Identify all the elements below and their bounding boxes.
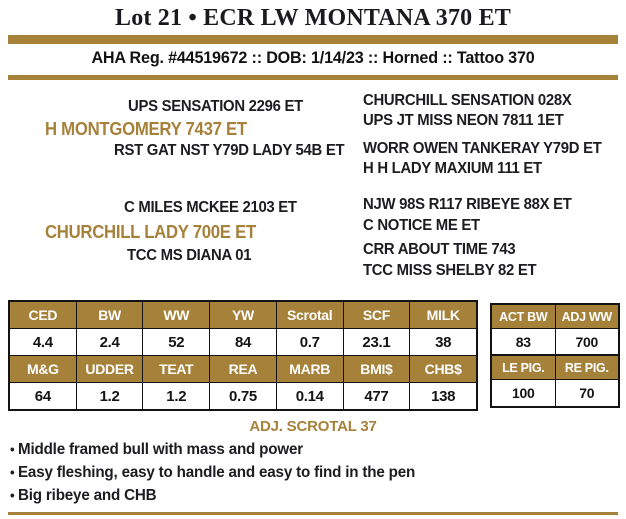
epd-value: 84 — [210, 329, 276, 355]
epd-header: WW — [143, 302, 210, 328]
gold-rule-bottom — [8, 512, 618, 515]
epd-value: 477 — [343, 383, 410, 409]
side-header: RE PIG. — [555, 356, 618, 379]
epd-header: BMI$ — [343, 356, 410, 382]
side-value: 100 — [492, 380, 555, 406]
great-grandparent-1: CHURCHILL SENSATION 028X — [363, 92, 572, 109]
great-grandparent-6: C NOTICE ME ET — [363, 217, 480, 234]
great-grandparent-3: WORR OWEN TANKERAY Y79D ET — [363, 140, 602, 157]
epd-header: MARB — [276, 356, 343, 382]
side-value: 700 — [555, 329, 618, 355]
great-grandparent-5: NJW 98S R117 RIBEYE 88X ET — [363, 196, 572, 213]
lot-title: Lot 21 • ECR LW MONTANA 370 ET — [114, 5, 511, 31]
epd-value: 52 — [143, 329, 210, 355]
epd-header: UDDER — [76, 356, 143, 382]
weights-pigment-table: ACT BW ADJ WW 83 700 LE PIG. RE PIG. 100… — [490, 303, 620, 408]
dam-of-dam: TCC MS DIANA 01 — [127, 247, 252, 264]
note-item: Middle framed bull with mass and power — [10, 438, 415, 461]
sire-of-sire: UPS SENSATION 2296 ET — [128, 98, 303, 115]
side-value: 83 — [492, 329, 555, 355]
epd-value: 0.75 — [210, 383, 276, 409]
epd-header: REA — [210, 356, 276, 382]
epd-header: SCF — [343, 302, 410, 328]
dam-of-sire: RST GAT NST Y79D LADY 54B ET — [114, 142, 345, 159]
epd-value: 0.7 — [276, 329, 343, 355]
epd-value: 138 — [410, 383, 476, 409]
epd-header: CED — [10, 302, 76, 328]
great-grandparent-8: TCC MISS SHELBY 82 ET — [363, 262, 537, 279]
epd-value: 0.14 — [276, 383, 343, 409]
epd-value: 2.4 — [76, 329, 143, 355]
epd-value: 38 — [410, 329, 476, 355]
sire-name: H MONTGOMERY 7437 ET — [45, 119, 247, 139]
sale-notes: Middle framed bull with mass and power E… — [10, 438, 436, 507]
epd-value: 4.4 — [10, 329, 76, 355]
epd-table: CED BW WW YW Scrotal SCF MILK 4.4 2.4 52… — [8, 300, 478, 411]
registration-line: AHA Reg. #44519672 :: DOB: 1/14/23 :: Ho… — [91, 48, 535, 67]
dam-name: CHURCHILL LADY 700E ET — [45, 222, 256, 242]
epd-value: 23.1 — [343, 329, 410, 355]
epd-value: 64 — [10, 383, 76, 409]
gold-rule-middle — [8, 75, 618, 80]
gold-rule-top — [8, 35, 618, 44]
note-item: Easy fleshing, easy to handle and easy t… — [10, 461, 415, 484]
epd-header: Scrotal — [276, 302, 343, 328]
great-grandparent-4: H H LADY MAXIUM 111 ET — [363, 160, 542, 177]
epd-header: YW — [210, 302, 276, 328]
adj-scrotal-note: ADJ. SCROTAL 37 — [249, 418, 377, 435]
epd-header: TEAT — [143, 356, 210, 382]
epd-header: CHB$ — [410, 356, 476, 382]
side-header: ADJ WW — [555, 305, 618, 328]
side-value: 70 — [555, 380, 618, 406]
epd-value: 1.2 — [143, 383, 210, 409]
great-grandparent-2: UPS JT MISS NEON 7811 1ET — [363, 112, 564, 129]
sire-of-dam: C MILES MCKEE 2103 ET — [124, 199, 297, 216]
side-header: LE PIG. — [492, 356, 555, 379]
epd-value: 1.2 — [76, 383, 143, 409]
epd-header: M&G — [10, 356, 76, 382]
epd-header: MILK — [410, 302, 476, 328]
side-header: ACT BW — [492, 305, 555, 328]
epd-header: BW — [76, 302, 143, 328]
note-item: Big ribeye and CHB — [10, 484, 415, 507]
great-grandparent-7: CRR ABOUT TIME 743 — [363, 241, 516, 258]
